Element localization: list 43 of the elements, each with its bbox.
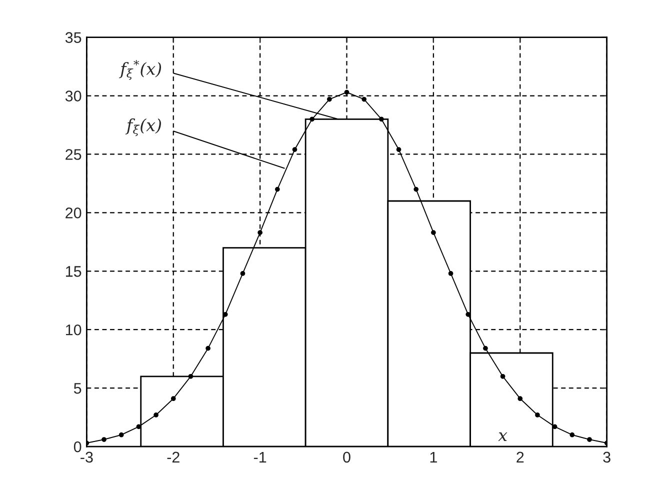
point: [154, 412, 158, 418]
x-tick-label: 1: [430, 452, 437, 462]
annotation: f$_{ξ}$$^{*}$(x): [119, 60, 162, 80]
point: [448, 271, 454, 276]
point: [378, 116, 384, 122]
y-tick-label: 35: [65, 32, 82, 43]
point: [483, 346, 488, 351]
x-tick-label: 0: [343, 452, 350, 463]
point: [500, 374, 506, 379]
point: [274, 186, 280, 192]
point: [396, 147, 402, 152]
point: [310, 116, 315, 122]
point: [535, 412, 540, 418]
point: [206, 346, 210, 351]
x-tick-label: -3: [80, 452, 93, 463]
point: [102, 437, 106, 442]
y-tick-label: 30: [65, 90, 82, 102]
x-tick-label: -2: [167, 452, 180, 462]
y-tick-label: 25: [66, 149, 82, 160]
point: [362, 96, 367, 102]
point: [240, 271, 246, 276]
point: [414, 186, 419, 192]
point: [118, 432, 124, 438]
annotation: f$_{ξ}$(x): [125, 118, 161, 136]
y-tick-label: 20: [66, 208, 82, 218]
point: [258, 230, 262, 235]
point: [326, 96, 332, 102]
x-tick-label: -1: [254, 452, 266, 462]
point: [170, 396, 176, 402]
point: [431, 230, 436, 235]
y-tick-label: 5: [74, 383, 82, 394]
y-tick-label: 15: [66, 266, 82, 277]
x-tick-label: 2: [516, 452, 524, 462]
point: [518, 396, 523, 402]
point: [292, 147, 298, 152]
x-tick-label: 3: [603, 452, 610, 463]
point: [570, 432, 575, 438]
point: [587, 437, 592, 442]
y-tick-label: 0: [74, 441, 82, 452]
y-tick-label: 10: [66, 324, 82, 336]
point: [188, 374, 194, 379]
x-axis-title: x: [498, 432, 508, 442]
point: [344, 90, 350, 95]
